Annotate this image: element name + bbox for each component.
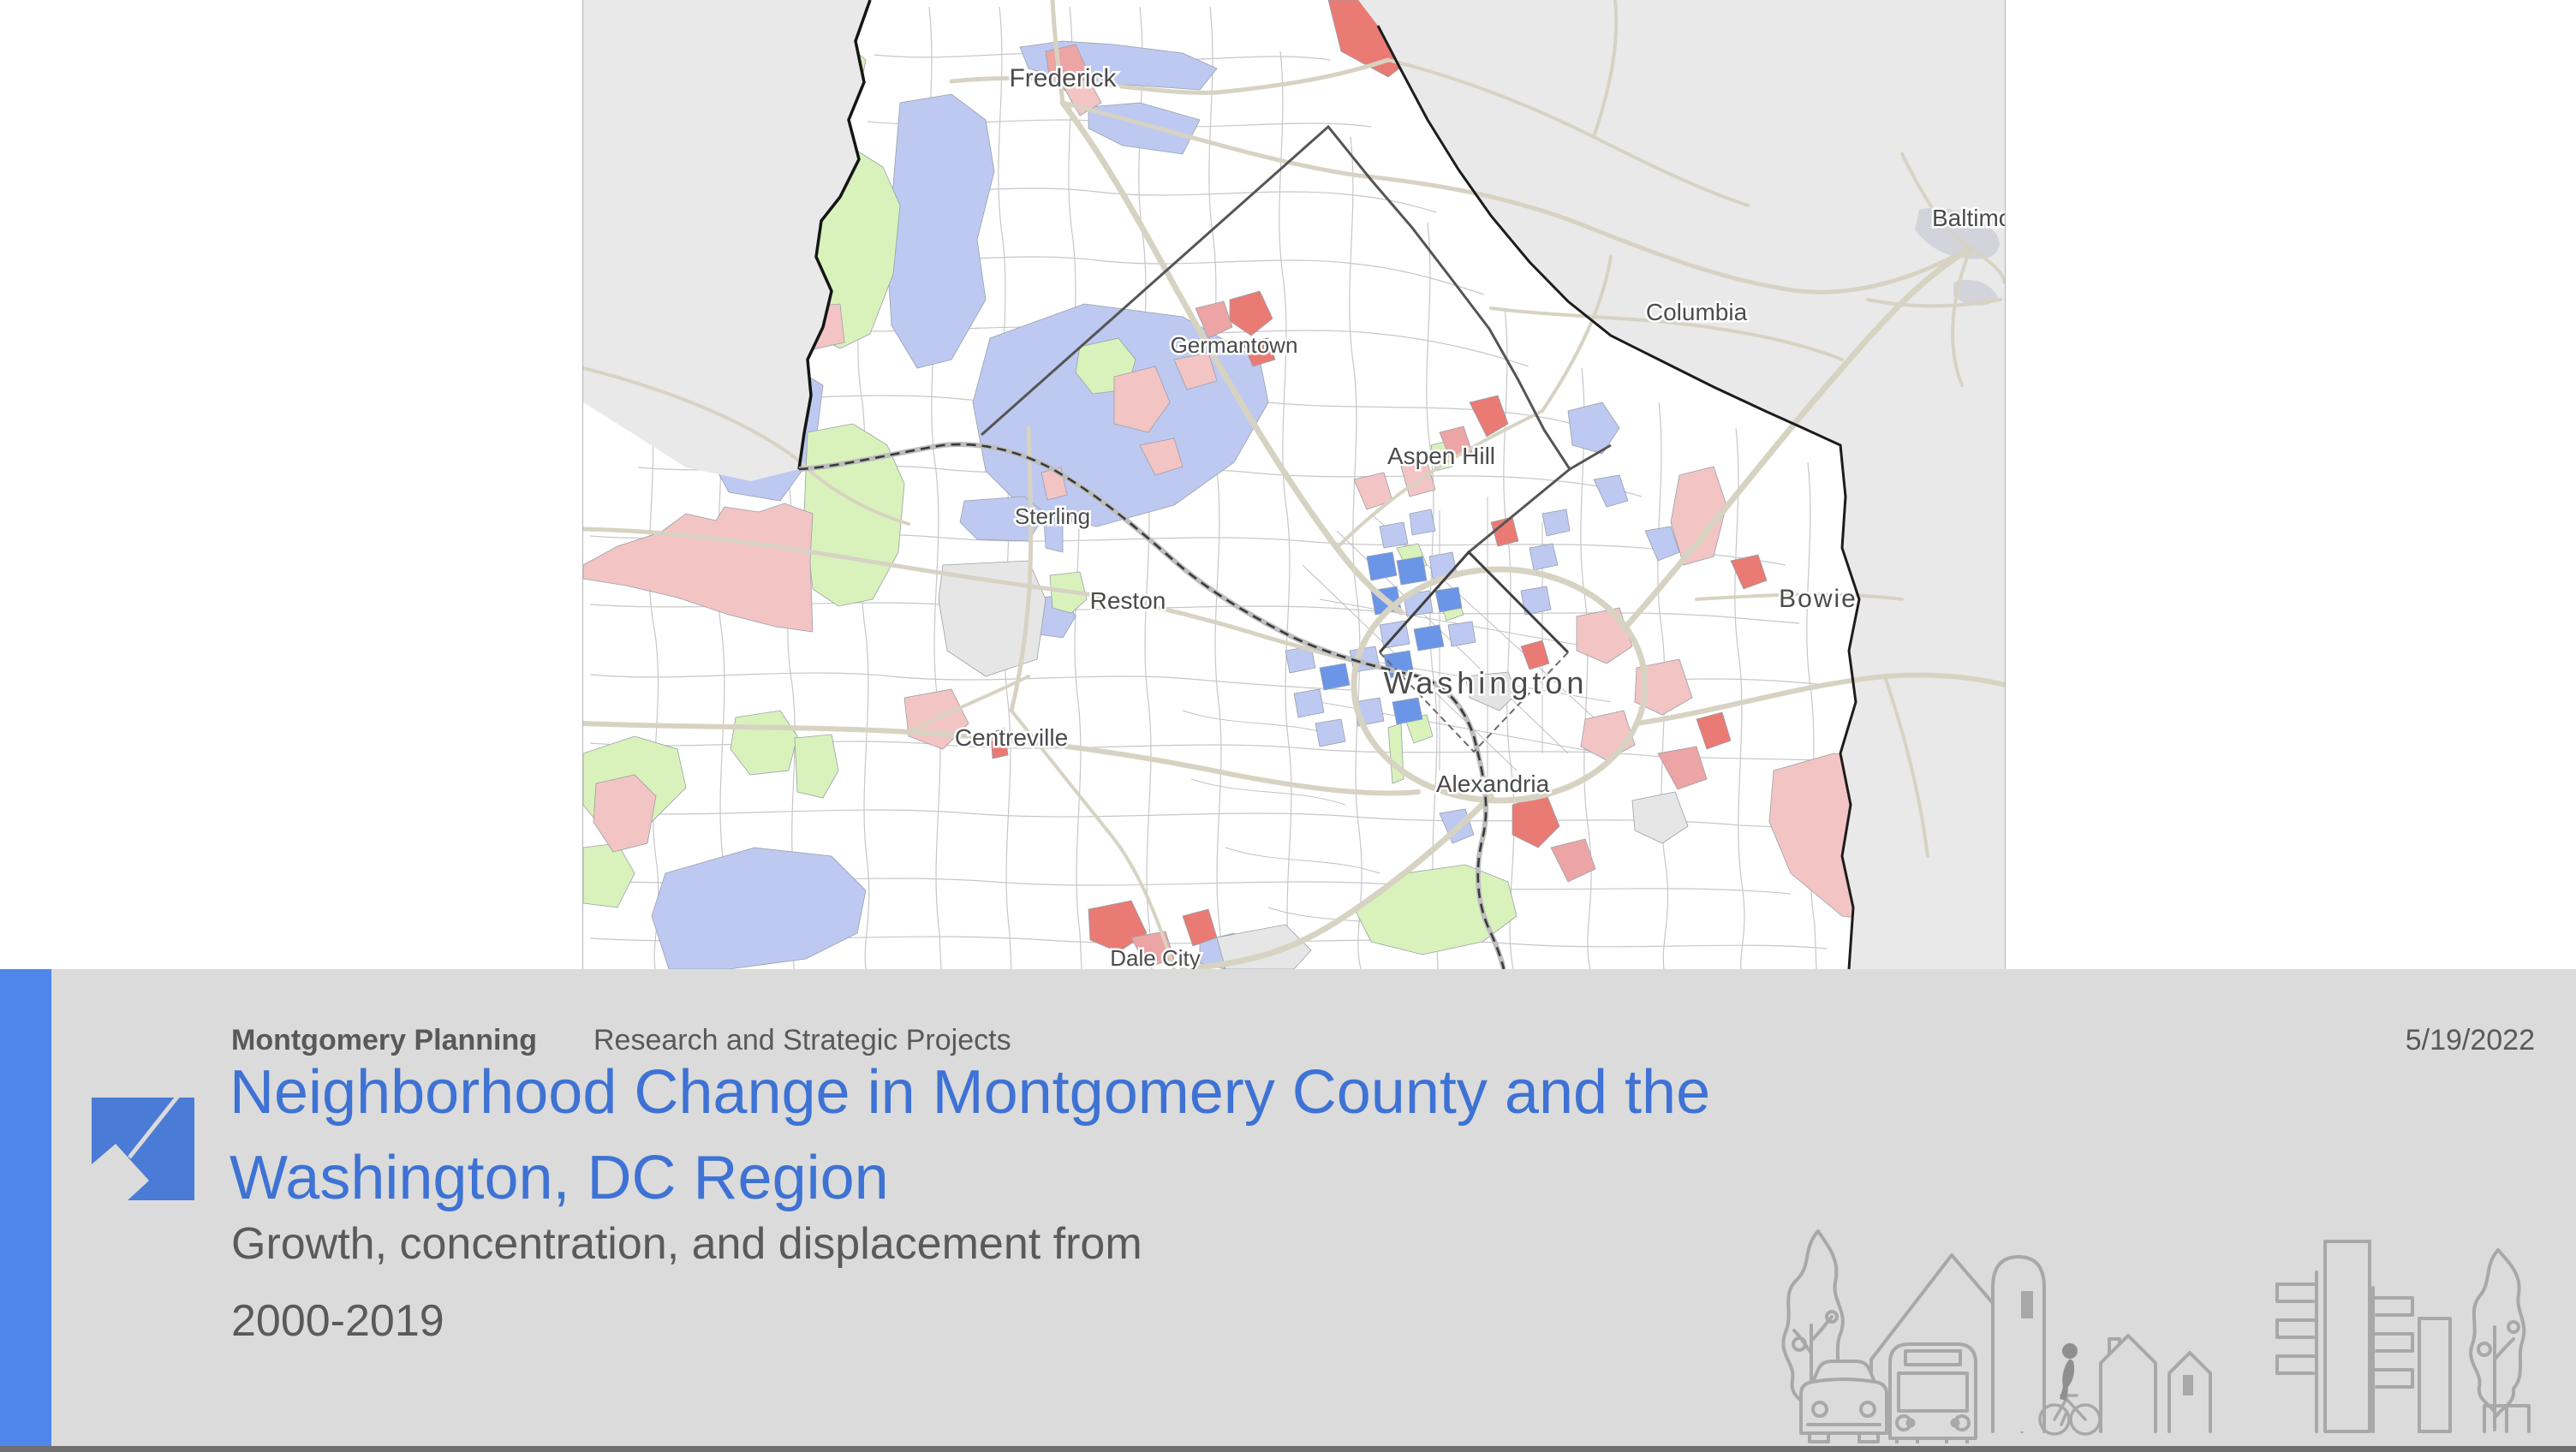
- map-outside-region: [583, 0, 2005, 969]
- map-label-centreville: Centreville: [955, 724, 1068, 751]
- montgomery-planning-logo-icon: [92, 1094, 194, 1200]
- dc-boundary-south: [1379, 652, 1569, 753]
- footer-strip: [0, 1446, 2576, 1452]
- montgomery-pg-boundary: [1468, 467, 1571, 554]
- org-name: Montgomery Planning: [231, 1024, 537, 1056]
- title-banner: Montgomery Planning Research and Strategi…: [0, 969, 2576, 1452]
- bus-icon: [1888, 1342, 1977, 1440]
- region-map: Frederick Germantown Aspen Hill Sterling…: [582, 0, 2006, 970]
- cityscape-illustration: [1760, 1216, 2543, 1449]
- region-map-svg: Frederick Germantown Aspen Hill Sterling…: [583, 0, 2005, 969]
- map-label-aspen-hill: Aspen Hill: [1387, 443, 1495, 469]
- state-boundary-west: [797, 0, 872, 470]
- slide-title-line1: Neighborhood Change in Montgomery County…: [230, 1058, 1711, 1127]
- map-roads: [583, 0, 2005, 969]
- map-labels: Frederick Germantown Aspen Hill Sterling…: [952, 62, 2005, 970]
- montgomery-county-boundary: [981, 124, 1612, 472]
- map-label-germantown: Germantown: [1171, 332, 1298, 358]
- dc-boundary: [1378, 550, 1570, 654]
- building-icon: [2323, 1240, 2371, 1433]
- kicker-line: Montgomery Planning Research and Strategi…: [231, 1024, 1011, 1057]
- cyclist-rider: [2060, 1343, 2078, 1401]
- slide-title: Neighborhood Change in Montgomery County…: [230, 1050, 2328, 1221]
- potomac-river-boundary: [798, 443, 1506, 969]
- map-label-reston: Reston: [1090, 587, 1166, 614]
- building-icon: [2275, 1270, 2318, 1433]
- water-feature: [1953, 279, 1998, 306]
- slide-subtitle-line2: 2000-2019: [231, 1296, 444, 1346]
- cyclist-icon: [2038, 1389, 2102, 1436]
- silo-icon: [1991, 1255, 2046, 1433]
- slide-subtitle: Growth, concentration, and displacement …: [231, 1205, 1430, 1360]
- map-label-sterling: Sterling: [1015, 503, 1090, 529]
- region-boundary-east: [1376, 25, 1861, 969]
- water-feature: [1915, 207, 2000, 259]
- map-label-washington: Washington: [1384, 665, 1589, 700]
- slide-date: 5/19/2022: [2405, 1024, 2535, 1056]
- map-label-alexandria: Alexandria: [1436, 771, 1550, 797]
- map-label-dale-city: Dale City: [1110, 945, 1200, 969]
- building-icon: [2418, 1317, 2452, 1433]
- map-label-frederick: Frederick: [1009, 64, 1117, 92]
- building-icon: [2371, 1286, 2414, 1433]
- house-icon: [2099, 1334, 2157, 1433]
- accent-bar: [0, 969, 51, 1446]
- slide-title-line2: Washington, DC Region: [230, 1144, 889, 1212]
- slide-subtitle-line1: Growth, concentration, and displacement …: [231, 1219, 1142, 1269]
- map-boundaries: [797, 0, 1861, 969]
- department-name: Research and Strategic Projects: [593, 1024, 1011, 1056]
- map-label-baltimore: Baltimore: [1932, 205, 2005, 231]
- map-label-bowie: Bowie: [1779, 585, 1857, 613]
- map-label-columbia: Columbia: [1646, 299, 1748, 325]
